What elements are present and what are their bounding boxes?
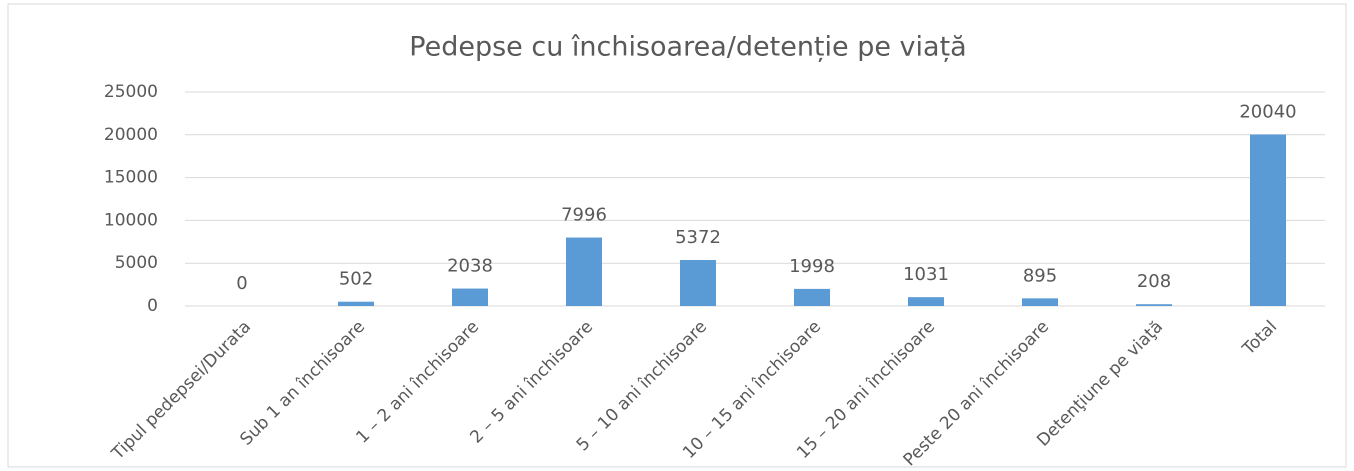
data-label: 208 xyxy=(1137,271,1171,292)
data-label: 1998 xyxy=(789,256,835,277)
data-label: 502 xyxy=(339,269,373,290)
data-label: 2038 xyxy=(447,256,493,277)
y-tick-label: 10000 xyxy=(104,210,158,230)
y-tick-label: 5000 xyxy=(115,253,158,273)
chart-frame xyxy=(7,3,1347,468)
bar xyxy=(1136,304,1172,306)
chart-title: Pedepse cu închisoarea/detenție pe viață xyxy=(409,32,966,63)
bar xyxy=(1250,134,1286,306)
y-tick-label: 15000 xyxy=(104,168,158,188)
y-tick-label: 0 xyxy=(147,296,158,316)
data-label: 5372 xyxy=(675,227,721,248)
data-label: 20040 xyxy=(1239,101,1296,122)
data-label: 1031 xyxy=(903,264,949,285)
bar xyxy=(338,301,374,306)
bar xyxy=(908,297,944,306)
y-tick-label: 25000 xyxy=(104,82,158,102)
data-label: 7996 xyxy=(561,205,607,226)
data-label: 0 xyxy=(236,273,247,294)
bar xyxy=(794,288,830,306)
bar xyxy=(680,260,716,306)
bar xyxy=(452,288,488,306)
data-label: 895 xyxy=(1023,265,1057,286)
bar xyxy=(1022,298,1058,306)
bar xyxy=(566,237,602,306)
y-tick-label: 20000 xyxy=(104,125,158,145)
